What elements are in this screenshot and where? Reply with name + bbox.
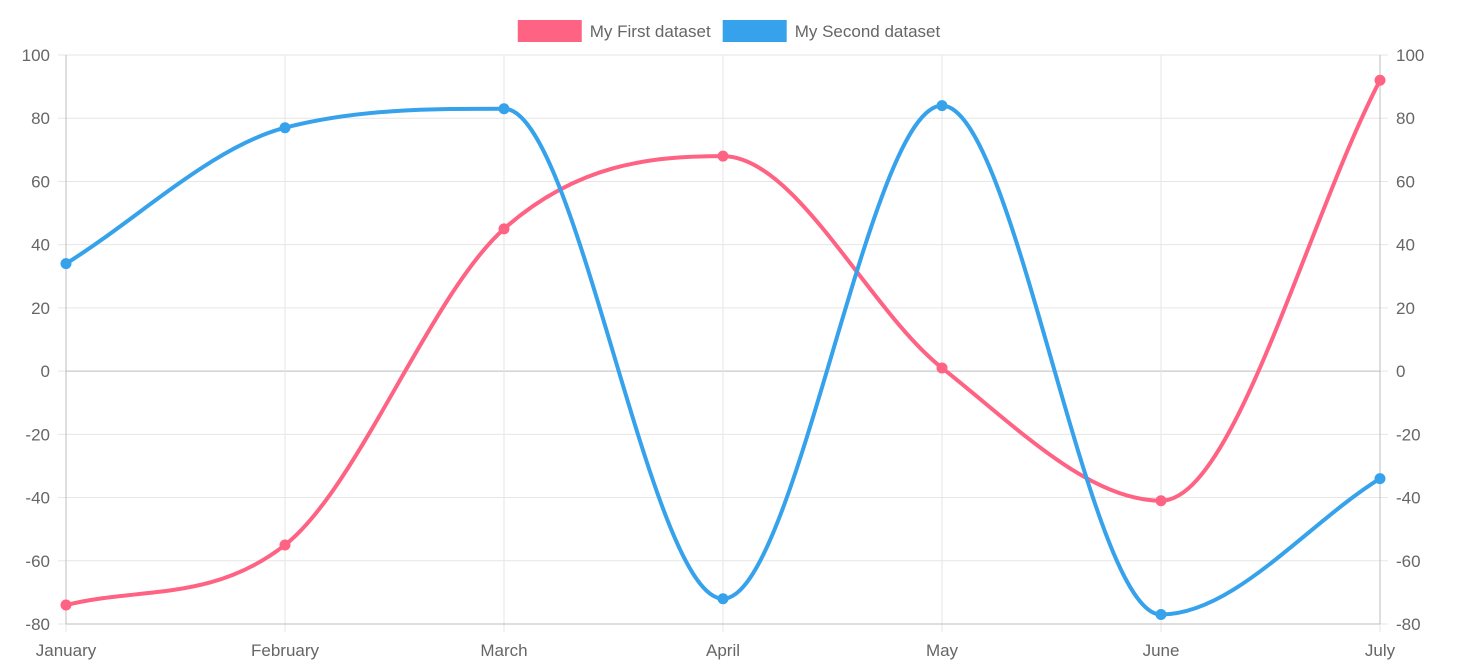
data-point-series-2[interactable] xyxy=(279,122,291,134)
data-point-series-1[interactable] xyxy=(60,599,72,611)
legend-label: My First dataset xyxy=(590,22,711,41)
data-point-series-1[interactable] xyxy=(498,223,510,235)
data-point-series-2[interactable] xyxy=(717,593,729,605)
series-layer xyxy=(60,74,1386,621)
axis-layer: 100 100 80 80 60 60 40 40 20 20 0 0 -20 -20 -40 -40 -60 -… xyxy=(22,46,1425,660)
y-tick-label-left: 0 xyxy=(41,362,50,381)
y-tick-label-right: 80 xyxy=(1396,109,1415,128)
x-tick-label: January xyxy=(36,641,97,660)
x-tick-label: July xyxy=(1365,641,1396,660)
y-tick-label-right: -60 xyxy=(1396,552,1421,571)
x-tick-label: February xyxy=(251,641,320,660)
y-tick-label-right: -40 xyxy=(1396,489,1421,508)
x-tick-label: May xyxy=(926,641,959,660)
y-tick-label-left: 40 xyxy=(31,236,50,255)
series-line-1 xyxy=(64,78,1382,608)
y-tick-label-right: -80 xyxy=(1396,615,1421,634)
legend-swatch xyxy=(722,20,787,42)
data-point-series-1[interactable] xyxy=(717,150,729,162)
data-point-series-2[interactable] xyxy=(1155,609,1167,621)
data-point-series-2[interactable] xyxy=(498,103,510,115)
y-tick-label-right: -20 xyxy=(1396,425,1421,444)
legend[interactable]: My First dataset My Second dataset xyxy=(517,20,941,42)
data-point-series-1[interactable] xyxy=(279,539,291,551)
y-tick-label-left: 80 xyxy=(31,109,50,128)
y-tick-label-left: 20 xyxy=(31,299,50,318)
y-tick-label-left: -20 xyxy=(25,425,50,444)
y-tick-label-right: 0 xyxy=(1396,362,1405,381)
y-tick-label-right: 60 xyxy=(1396,172,1415,191)
series-line-2 xyxy=(64,103,1382,617)
legend-label: My Second dataset xyxy=(795,22,941,41)
y-tick-label-right: 20 xyxy=(1396,299,1415,318)
y-tick-label-left: 100 xyxy=(22,46,50,65)
x-tick-label: March xyxy=(480,641,527,660)
y-tick-label-left: -40 xyxy=(25,489,50,508)
grid-layer xyxy=(65,54,1381,632)
x-tick-label: April xyxy=(706,641,740,660)
y-tick-label-right: 100 xyxy=(1396,46,1424,65)
y-tick-label-left: -60 xyxy=(25,552,50,571)
y-tick-label-left: 60 xyxy=(31,172,50,191)
y-tick-label-right: 40 xyxy=(1396,236,1415,255)
x-tick-label: June xyxy=(1143,641,1180,660)
data-point-series-2[interactable] xyxy=(60,258,72,270)
data-point-series-1[interactable] xyxy=(1155,495,1167,507)
legend-swatch xyxy=(517,20,582,42)
data-point-series-1[interactable] xyxy=(936,362,948,374)
legend-item-2[interactable]: My Second dataset xyxy=(722,20,941,42)
data-point-series-2[interactable] xyxy=(1374,473,1386,485)
data-point-series-2[interactable] xyxy=(936,100,948,112)
y-tick-label-left: -80 xyxy=(25,615,50,634)
data-point-series-1[interactable] xyxy=(1374,74,1386,86)
legend-item-1[interactable]: My First dataset xyxy=(517,20,711,42)
